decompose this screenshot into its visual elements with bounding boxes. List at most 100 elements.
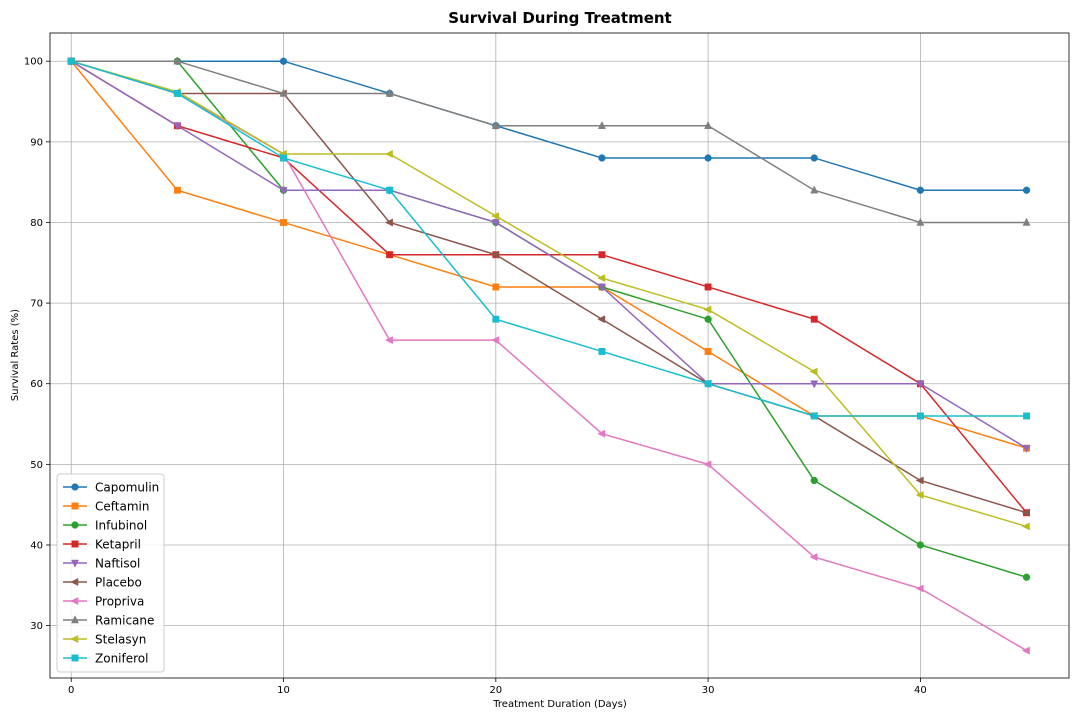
x-axis-label: Treatment Duration (Days) [492,699,627,710]
data-point-ramicane [491,120,500,129]
data-point-naftisol [279,186,288,195]
series-line-placebo [71,60,1027,514]
data-point-zoniferol [492,315,500,323]
data-point-zoniferol [173,90,181,97]
data-point-ramicane [1022,217,1031,226]
legend: Capomulin Ceftamin Infubinol Ketapril Naftis… [56,473,165,673]
data-point-capomulin [598,154,606,162]
x-tick-label: 20 [489,685,502,696]
legend-label: Naftisol [95,557,140,571]
data-point-ceftamin [173,186,181,194]
data-point-placebo [1021,508,1030,517]
x-tick-label: 0 [68,685,74,696]
legend-swatch-marker [71,654,79,662]
data-point-propriva [915,584,924,593]
series-line-stelasyn [71,60,1027,528]
data-point-ramicane [810,185,819,194]
y-tick-label: 60 [30,379,43,390]
data-point-ramicane [385,88,394,97]
data-point-naftisol [597,283,606,292]
series-line-infubinol [71,60,1027,578]
legend-item-stelasyn: Stelasyn [63,633,146,647]
data-point-capomulin [916,186,925,194]
legend-swatch-marker [71,540,79,548]
data-point-ramicane [597,120,606,129]
x-tick-label: 30 [702,685,715,696]
data-point-propriva [491,336,500,345]
data-point-stelasyn [809,367,818,376]
data-point-zoniferol [280,154,287,162]
data-point-stelasyn [384,149,393,158]
data-point-ketapril [386,251,394,259]
data-point-infubinol [916,541,925,549]
grid-lines [50,33,1069,678]
legend-item-infubinol: Infubinol [63,519,147,533]
data-point-ceftamin [280,219,287,226]
data-point-naftisol [491,219,500,228]
legend-swatch-marker [71,502,79,510]
series-layer [66,56,1031,655]
data-point-ramicane [704,120,713,129]
legend-label: Capomulin [95,481,159,495]
x-tick-label: 40 [914,685,927,696]
series-naftisol [67,57,1031,453]
legend-swatch-marker [70,559,80,568]
data-point-zoniferol [810,412,818,420]
data-point-ramicane [173,56,182,65]
legend-swatch-marker [70,577,79,587]
y-tick-label: 90 [30,137,43,148]
data-point-ketapril [598,251,606,259]
legend-item-zoniferol: Zoniferol [63,652,148,666]
data-point-placebo [491,250,500,259]
legend-swatch-marker [70,596,79,606]
data-point-ramicane [916,217,925,226]
legend-item-naftisol: Naftisol [63,557,140,571]
y-tick-label: 100 [24,57,43,68]
data-point-placebo [915,476,924,485]
legend-item-placebo: Placebo [63,576,142,590]
data-point-placebo [597,315,606,324]
plot-frame [49,32,1070,679]
data-point-infubinol [1022,573,1031,581]
legend-label: Placebo [95,576,142,590]
data-point-capomulin [810,154,818,162]
data-point-zoniferol [598,348,606,355]
legend-swatch-marker [71,521,79,529]
data-point-stelasyn [491,212,500,221]
data-point-stelasyn [1021,522,1030,531]
series-line-naftisol [70,60,1027,449]
legend-swatch-marker [71,483,79,491]
legend-item-capomulin: Capomulin [63,481,159,495]
series-line-propriva [71,60,1027,652]
y-tick-label: 50 [30,460,43,471]
data-point-zoniferol [916,412,924,420]
legend-label: Ceftamin [95,500,149,514]
series-line-zoniferol [71,60,1027,417]
y-tick-label: 80 [30,218,43,229]
legend-item-ceftamin: Ceftamin [63,500,149,514]
legend-swatch-marker [70,615,80,624]
data-point-zoniferol [1023,412,1030,420]
data-point-zoniferol [67,57,75,65]
data-point-zoniferol [386,186,394,194]
series-line-ramicane [71,60,1027,224]
data-point-capomulin [704,154,712,162]
legend-item-ramicane: Ramicane [63,614,154,628]
data-point-naftisol [173,122,182,131]
chart-title: Survival During Treatment [448,9,671,27]
data-point-propriva [703,460,712,469]
data-point-infubinol [810,476,818,485]
series-zoniferol [67,57,1030,420]
data-point-propriva [597,429,606,438]
legend-label: Stelasyn [95,633,146,647]
data-point-ramicane [279,88,288,97]
y-tick-label: 40 [30,540,43,551]
series-line-capomulin [71,60,1027,191]
data-point-stelasyn [915,490,924,499]
y-axis-label: Survival Rates (%) [10,309,21,401]
legend-label: Zoniferol [95,652,148,666]
data-point-ketapril [704,283,712,291]
legend-swatch-marker [70,634,79,644]
legend-box [56,473,165,673]
